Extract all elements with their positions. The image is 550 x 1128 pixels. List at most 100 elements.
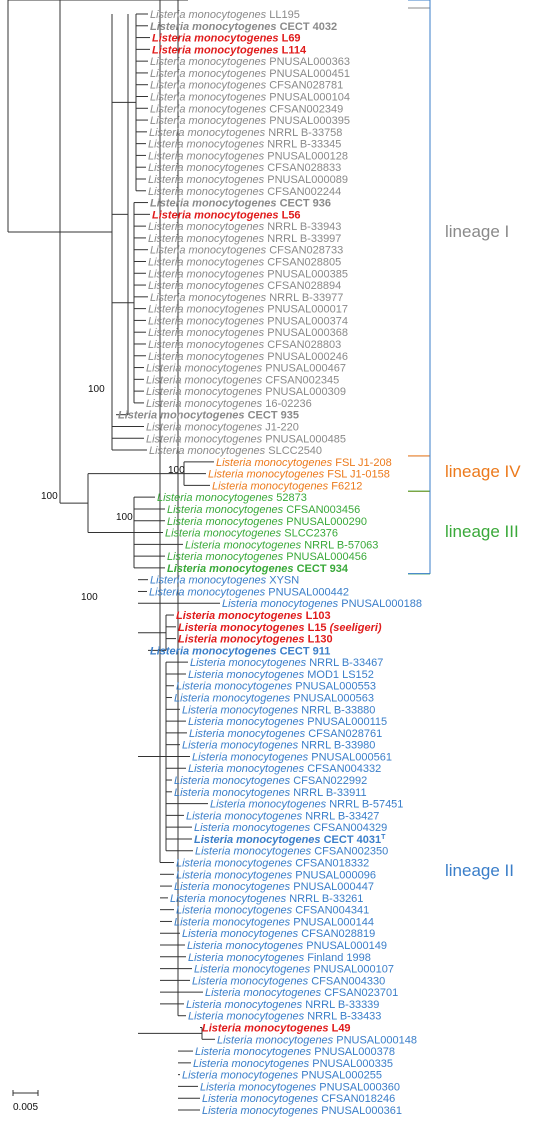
bootstrap-lineage-I: 100	[88, 384, 105, 395]
taxon-label: Listeria monocytogenes PNUSAL000395	[150, 115, 350, 127]
taxon-label: Listeria monocytogenes CFSAN002350	[195, 846, 388, 858]
taxon-label: Listeria monocytogenes PNUSAL000290	[167, 516, 367, 528]
taxon-label: Listeria monocytogenes PNUSAL000442	[149, 586, 349, 598]
taxon-label: Listeria monocytogenes PNUSAL000309	[146, 386, 346, 398]
taxon-label: Listeria monocytogenes PNUSAL000188	[222, 598, 422, 610]
taxon-label: Listeria monocytogenes PNUSAL000368	[148, 327, 348, 339]
taxon-label: Listeria monocytogenes LL195	[150, 9, 300, 21]
taxon-label: Listeria monocytogenes L15 (seeligeri)	[178, 622, 382, 634]
taxon-label: Listeria monocytogenes PNUSAL000563	[174, 693, 374, 705]
taxon-label: Listeria monocytogenes PNUSAL000149	[187, 940, 387, 952]
lineage-II-label: lineage II	[445, 861, 514, 880]
taxon-label: Listeria monocytogenes CECT 4032	[150, 21, 337, 33]
taxon-label: Listeria monocytogenes SLCC2376	[165, 528, 338, 540]
taxon-label: Listeria monocytogenes CFSAN028733	[150, 245, 343, 257]
taxon-label: Listeria monocytogenes NRRL B-57063	[185, 539, 378, 551]
taxon-label: Listeria monocytogenes FSL J1-208	[216, 457, 392, 469]
taxon-label: Listeria monocytogenes CFSAN028803	[148, 339, 341, 351]
taxon-label: Listeria monocytogenes MOD1 LS152	[188, 669, 374, 681]
taxon-label: Listeria monocytogenes CFSAN002244	[148, 186, 341, 198]
bootstrap-lineage-IV-III: 100	[41, 491, 58, 502]
taxon-label: Listeria monocytogenes NRRL B-33997	[148, 233, 341, 245]
scale-bar-label: 0.005	[13, 1102, 38, 1113]
taxon-label: Listeria monocytogenes CECT 935	[118, 410, 299, 422]
bootstrap-lineage-II: 100	[81, 592, 98, 603]
taxon-label: Listeria monocytogenes NRRL B-33980	[182, 740, 375, 752]
lineage-I-label: lineage I	[445, 222, 509, 241]
taxon-label: Listeria monocytogenes XYSN	[150, 575, 299, 587]
taxon-label: Listeria monocytogenes FSL J1-0158	[208, 469, 390, 481]
taxon-label: Listeria monocytogenes CFSAN028819	[182, 928, 375, 940]
taxon-label: Listeria monocytogenes PNUSAL000561	[192, 751, 392, 763]
taxon-label: Listeria monocytogenes PNUSAL000255	[182, 1070, 382, 1082]
taxon-label: Listeria monocytogenes PNUSAL000107	[194, 964, 394, 976]
taxon-label: Listeria monocytogenes CFSAN028833	[148, 162, 341, 174]
taxon-label: Listeria monocytogenes CFSAN004341	[176, 905, 369, 917]
taxon-label: Listeria monocytogenes PNUSAL000017	[148, 304, 348, 316]
taxon-label: Listeria monocytogenes NRRL B-57451	[210, 799, 403, 811]
taxon-label: Listeria monocytogenes PNUSAL000360	[200, 1081, 400, 1093]
taxon-label: Listeria monocytogenes SLCC2540	[149, 445, 322, 457]
taxon-label: Listeria monocytogenes PNUSAL000467	[146, 363, 346, 375]
taxon-label: Listeria monocytogenes PNUSAL000246	[148, 351, 348, 363]
taxon-label: Listeria monocytogenes PNUSAL000089	[148, 174, 348, 186]
lineage-brackets	[408, 0, 431, 575]
taxon-label: Listeria monocytogenes PNUSAL000335	[193, 1058, 393, 1070]
taxon-label: Listeria monocytogenes L69	[152, 33, 301, 45]
taxon-label: Listeria monocytogenes CFSAN002349	[150, 103, 343, 115]
taxon-label: Listeria monocytogenes NRRL B-33977	[150, 292, 343, 304]
taxon-label: Listeria monocytogenes CECT 911	[150, 645, 330, 657]
taxon-label: Listeria monocytogenes CFSAN028781	[150, 80, 343, 92]
taxon-label: Listeria monocytogenes 52873	[157, 492, 307, 504]
taxon-label: Listeria monocytogenes PNUSAL000096	[176, 869, 376, 881]
taxon-label: Listeria monocytogenes CFSAN018246	[202, 1093, 395, 1105]
taxon-label: Listeria monocytogenes CFSAN028761	[189, 728, 382, 740]
taxon-label: Listeria monocytogenes F6212	[212, 480, 362, 492]
taxon-label: Listeria monocytogenes CFSAN003456	[167, 504, 360, 516]
taxon-label: Listeria monocytogenes CFSAN004332	[188, 763, 381, 775]
taxon-label: Listeria monocytogenes CECT 936	[150, 198, 331, 210]
taxon-label: Listeria monocytogenes CFSAN028894	[148, 280, 341, 292]
taxon-label: Listeria monocytogenes NRRL B-33427	[186, 810, 379, 822]
taxon-label: Listeria monocytogenes CFSAN002345	[146, 374, 339, 386]
scale-bar	[12, 1090, 39, 1096]
taxon-label: Listeria monocytogenes CECT 4031T	[194, 834, 386, 846]
taxon-label: Listeria monocytogenes PNUSAL000451	[150, 68, 350, 80]
taxon-label: Listeria monocytogenes PNUSAL000363	[150, 56, 350, 68]
bootstrap-lineage-IV: 100	[168, 465, 185, 476]
bootstrap-lineage-III: 100	[116, 512, 133, 523]
taxon-label: Listeria monocytogenes J1-220	[146, 421, 299, 433]
taxon-label: Listeria monocytogenes NRRL B-33880	[182, 704, 375, 716]
taxon-label: Listeria monocytogenes L49	[202, 1023, 351, 1035]
taxon-label: Listeria monocytogenes CFSAN004330	[192, 975, 385, 987]
taxon-label: Listeria monocytogenes 16-02236	[146, 398, 312, 410]
taxon-label: Listeria monocytogenes CFSAN023701	[205, 987, 398, 999]
taxon-label: Listeria monocytogenes PNUSAL000374	[148, 315, 348, 327]
taxon-label: Listeria monocytogenes PNUSAL000485	[146, 433, 346, 445]
taxon-label: Listeria monocytogenes NRRL B-33261	[170, 893, 363, 905]
taxon-label: Listeria monocytogenes NRRL B-33467	[190, 657, 383, 669]
taxon-label: Listeria monocytogenes Finland 1998	[188, 952, 371, 964]
lineage-III-label: lineage III	[445, 522, 519, 541]
taxon-label: Listeria monocytogenes CFSAN004329	[194, 822, 387, 834]
taxon-label: Listeria monocytogenes NRRL B-33339	[186, 999, 379, 1011]
taxon-label: Listeria monocytogenes NRRL B-33943	[148, 221, 341, 233]
taxon-label: Listeria monocytogenes PNUSAL000148	[217, 1034, 417, 1046]
lineage-IV-label: lineage IV	[445, 462, 521, 481]
taxon-label: Listeria monocytogenes CFSAN022992	[174, 775, 367, 787]
taxon-label: Listeria monocytogenes CFSAN028805	[148, 256, 341, 268]
taxon-label: Listeria monocytogenes L130	[178, 634, 333, 646]
taxon-label: Listeria monocytogenes PNUSAL000385	[148, 268, 348, 280]
taxon-label: Listeria monocytogenes PNUSAL000128	[148, 150, 348, 162]
taxon-label: Listeria monocytogenes PNUSAL000361	[202, 1105, 402, 1117]
taxon-label: Listeria monocytogenes NRRL B-33345	[148, 139, 341, 151]
taxon-label: Listeria monocytogenes L114	[152, 44, 307, 56]
taxon-label: Listeria monocytogenes NRRL B-33758	[149, 127, 342, 139]
taxon-label: Listeria monocytogenes L56	[152, 209, 301, 221]
tree-branches	[7, 0, 220, 1111]
taxon-label: Listeria monocytogenes PNUSAL000144	[174, 916, 374, 928]
taxon-label: Listeria monocytogenes PNUSAL000456	[167, 551, 367, 563]
taxon-label: Listeria monocytogenes NRRL B-33911	[174, 787, 367, 799]
